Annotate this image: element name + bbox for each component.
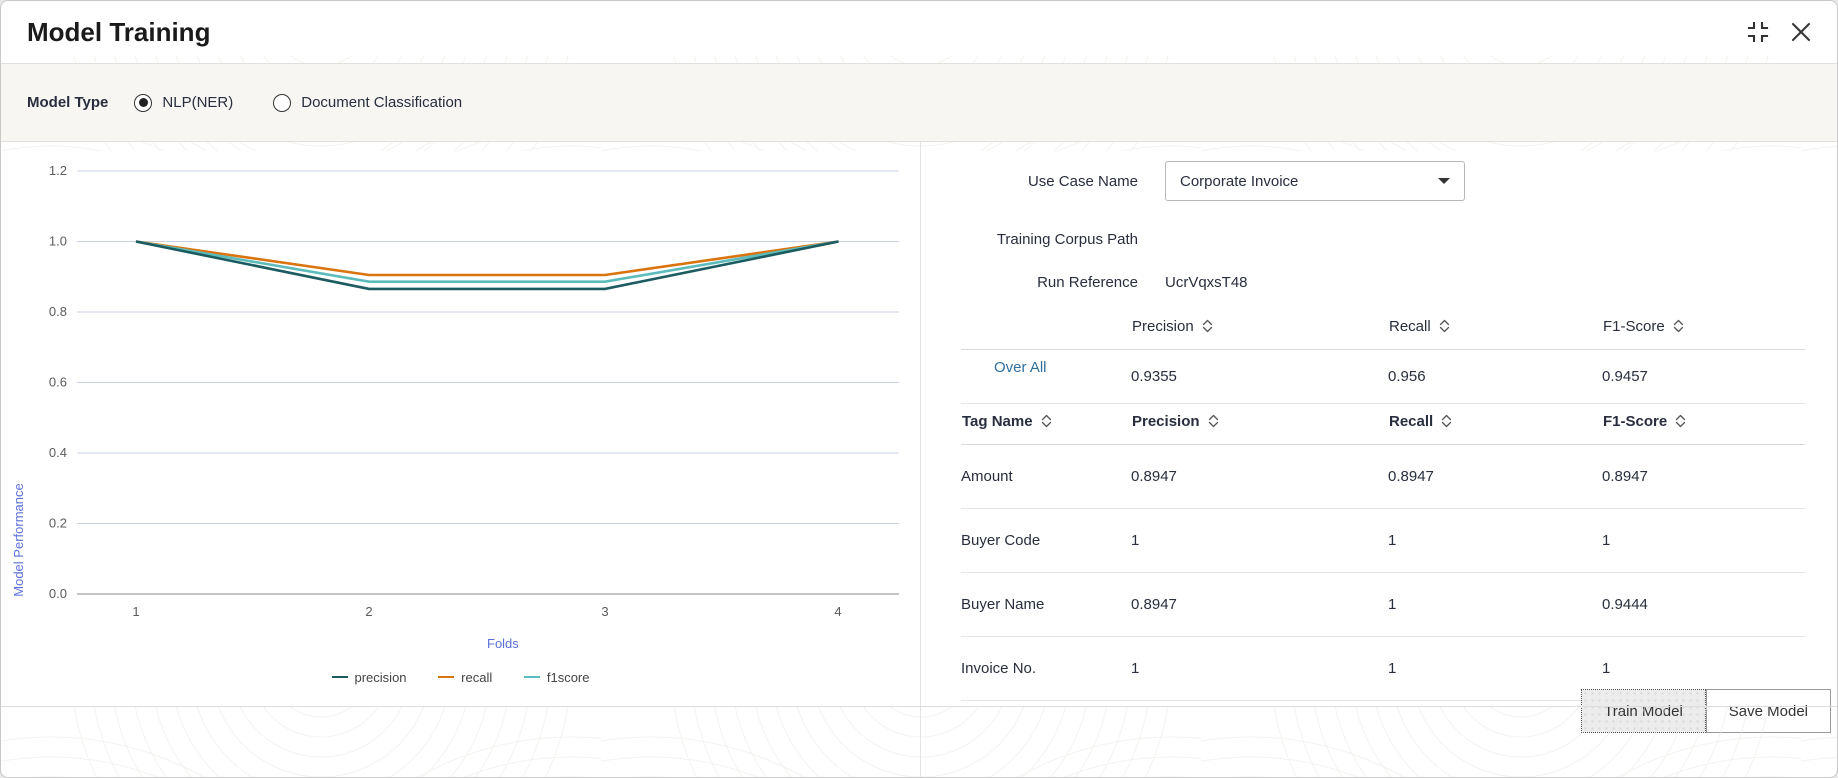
- svg-text:4: 4: [834, 604, 841, 619]
- svg-text:1: 1: [132, 604, 139, 619]
- svg-text:1.0: 1.0: [49, 234, 67, 249]
- svg-text:0.4: 0.4: [49, 445, 67, 460]
- svg-text:0.2: 0.2: [49, 516, 67, 531]
- svg-text:0.8: 0.8: [49, 304, 67, 319]
- svg-text:2: 2: [365, 604, 372, 619]
- svg-text:0.6: 0.6: [49, 375, 67, 390]
- svg-text:0.0: 0.0: [49, 586, 67, 601]
- svg-text:3: 3: [601, 604, 608, 619]
- svg-text:1.2: 1.2: [49, 163, 67, 178]
